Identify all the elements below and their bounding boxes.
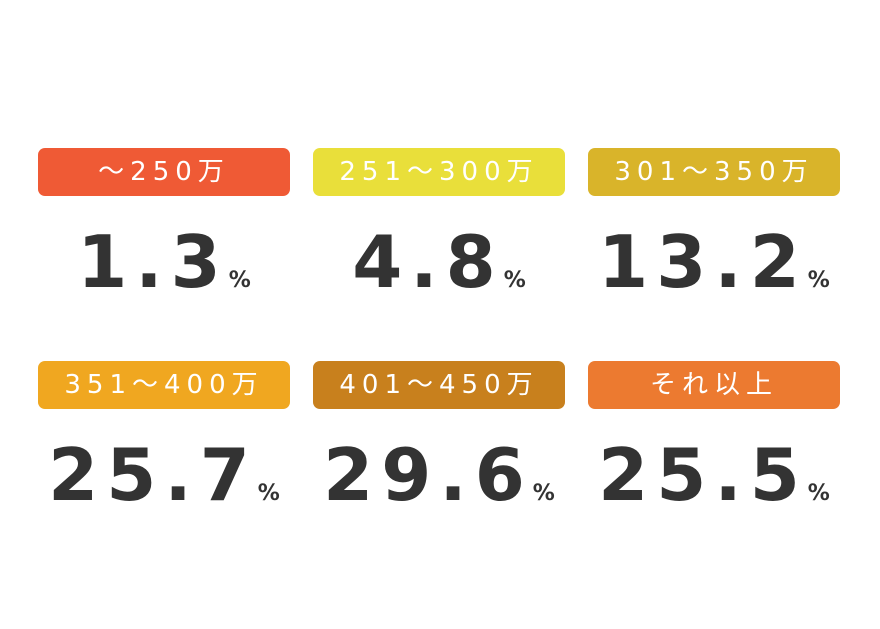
stat-unit: % — [257, 481, 280, 506]
stat-value-row: 13.2% — [588, 220, 840, 304]
stat-label: 〜250万 — [38, 148, 290, 196]
stat-unit: % — [807, 268, 830, 293]
stat-value-row: 29.6% — [313, 433, 565, 517]
stat-label: それ以上 — [588, 361, 840, 409]
stat-card: 401〜450万 29.6% — [313, 361, 565, 517]
stat-value-row: 4.8% — [313, 220, 565, 304]
stat-card: 301〜350万 13.2% — [588, 148, 840, 304]
stat-unit: % — [807, 481, 830, 506]
stat-value: 29.6 — [323, 433, 533, 517]
stat-value-row: 25.7% — [38, 433, 290, 517]
stat-value-row: 25.5% — [588, 433, 840, 517]
stat-value: 4.8 — [352, 220, 504, 304]
stat-value: 13.2 — [598, 220, 808, 304]
stat-value: 1.3 — [77, 220, 229, 304]
stat-unit: % — [503, 268, 526, 293]
stat-card: 251〜300万 4.8% — [313, 148, 565, 304]
stat-value: 25.5 — [598, 433, 808, 517]
stat-label: 351〜400万 — [38, 361, 290, 409]
stat-unit: % — [228, 268, 251, 293]
stat-unit: % — [532, 481, 555, 506]
stat-label: 301〜350万 — [588, 148, 840, 196]
stat-card: それ以上 25.5% — [588, 361, 840, 517]
stat-value-row: 1.3% — [38, 220, 290, 304]
stat-label: 251〜300万 — [313, 148, 565, 196]
stat-value: 25.7 — [48, 433, 258, 517]
stat-card: 351〜400万 25.7% — [38, 361, 290, 517]
stat-card: 〜250万 1.3% — [38, 148, 290, 304]
stat-label: 401〜450万 — [313, 361, 565, 409]
